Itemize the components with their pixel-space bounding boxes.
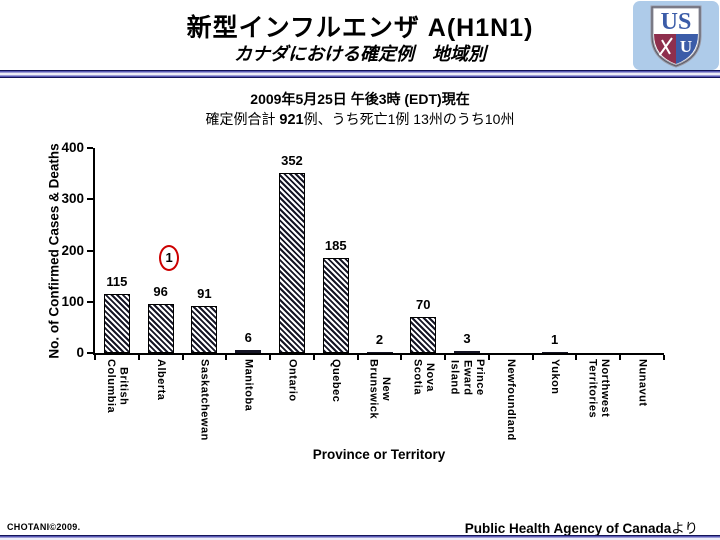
usu-logo: US U (633, 1, 719, 70)
x-axis-tick (94, 355, 96, 360)
svg-text:US: US (661, 9, 692, 35)
footer-source-name: Public Health Agency of Canada (464, 521, 672, 536)
bar-value-label: 185 (324, 238, 347, 253)
bar-value-label: 1 (550, 332, 559, 347)
y-tick-label: 200 (61, 242, 84, 258)
page-title: 新型インフルエンザ A(H1N1) (186, 14, 534, 42)
bar-value-label: 2 (375, 332, 384, 347)
x-tick-label: Alberta (154, 359, 167, 401)
bar-6 (366, 352, 393, 353)
footer-source: Public Health Agency of Canadaより (465, 517, 698, 537)
x-tick-label: Newfoundland (505, 359, 518, 441)
bar-8 (454, 351, 481, 353)
bar-10 (541, 352, 568, 353)
y-tick-label: 400 (61, 140, 84, 155)
stats-suffix: 例、うち死亡1例 13州のうち10州 (303, 111, 515, 127)
y-tick-label: 0 (76, 345, 84, 360)
x-axis-tick (181, 355, 184, 360)
bar-1 (147, 304, 174, 353)
death-annotation-circle: 1 (159, 245, 180, 271)
x-axis-tick (531, 355, 534, 360)
x-tick-label: Manitoba (242, 359, 255, 412)
x-axis-tick (269, 355, 272, 360)
x-axis-tick (575, 355, 578, 360)
x-axis-tick (312, 355, 315, 360)
y-axis-tick (87, 198, 93, 201)
plot-area: 115 96 91 6 352 185 2 70 3 1 1 (93, 148, 664, 355)
bar-7 (410, 317, 437, 353)
x-tick-label: Saskatchewan (198, 359, 211, 441)
x-tick-label: Yukon (548, 359, 561, 395)
footer-copyright: CHOTANI©2009. (7, 522, 81, 532)
x-tick-label: Nunavut (636, 359, 649, 407)
x-tick-label: Ontario (286, 359, 299, 402)
y-axis-tick (87, 300, 93, 303)
x-tick-label: Prince Eward Island (448, 359, 486, 396)
bar-0 (103, 294, 130, 353)
page-subtitle: カナダにおける確定例 地域別 (234, 44, 486, 64)
x-axis-tick (663, 355, 665, 360)
y-tick-label: 100 (61, 293, 84, 309)
x-tick-label: Nova Scotia (411, 359, 436, 396)
x-axis-tick (619, 355, 622, 360)
y-axis-tick (87, 352, 93, 354)
bar-2 (191, 306, 218, 353)
bar-value-label: 70 (416, 297, 431, 312)
x-axis-title: Province or Territory (312, 447, 446, 462)
x-tick-label: British Columbia (104, 359, 130, 414)
stats-prefix: 確定例合計 (205, 111, 280, 127)
x-axis-tick (444, 355, 447, 360)
bar-value-label: 91 (197, 286, 212, 301)
usu-shield-icon: US U (650, 5, 702, 68)
bar-4 (278, 173, 305, 353)
total-cases-value: 921 (279, 112, 304, 128)
footer-source-suffix: より (671, 521, 698, 536)
bottom-divider (0, 535, 720, 540)
bar-value-label: 352 (281, 153, 303, 168)
x-tick-label: Northwest Territories (586, 359, 611, 419)
x-axis-tick (487, 355, 490, 360)
x-tick-label: Quebec (330, 359, 343, 403)
x-axis-tick (225, 355, 228, 360)
top-divider (0, 70, 720, 78)
bar-value-label: 6 (244, 330, 252, 345)
bar-value-label: 96 (153, 284, 168, 299)
y-tick-label: 300 (61, 191, 84, 207)
bar-5 (322, 258, 349, 353)
x-tick-label: New Brunswick (367, 359, 393, 420)
x-axis-tick (400, 355, 403, 360)
bar-3 (235, 350, 262, 353)
x-axis-tick (137, 355, 140, 360)
x-axis-tick (356, 355, 359, 360)
date-line: 2009年5月25日 午後3時 (EDT)現在 (250, 91, 470, 107)
svg-text:U: U (680, 37, 692, 56)
y-axis-tick (87, 147, 93, 149)
bar-value-label: 115 (106, 274, 128, 289)
y-axis-tick (87, 249, 93, 252)
stats-line: 確定例合計 921例、うち死亡1例 13州のうち10州 (0, 109, 720, 129)
bar-value-label: 3 (463, 331, 471, 346)
